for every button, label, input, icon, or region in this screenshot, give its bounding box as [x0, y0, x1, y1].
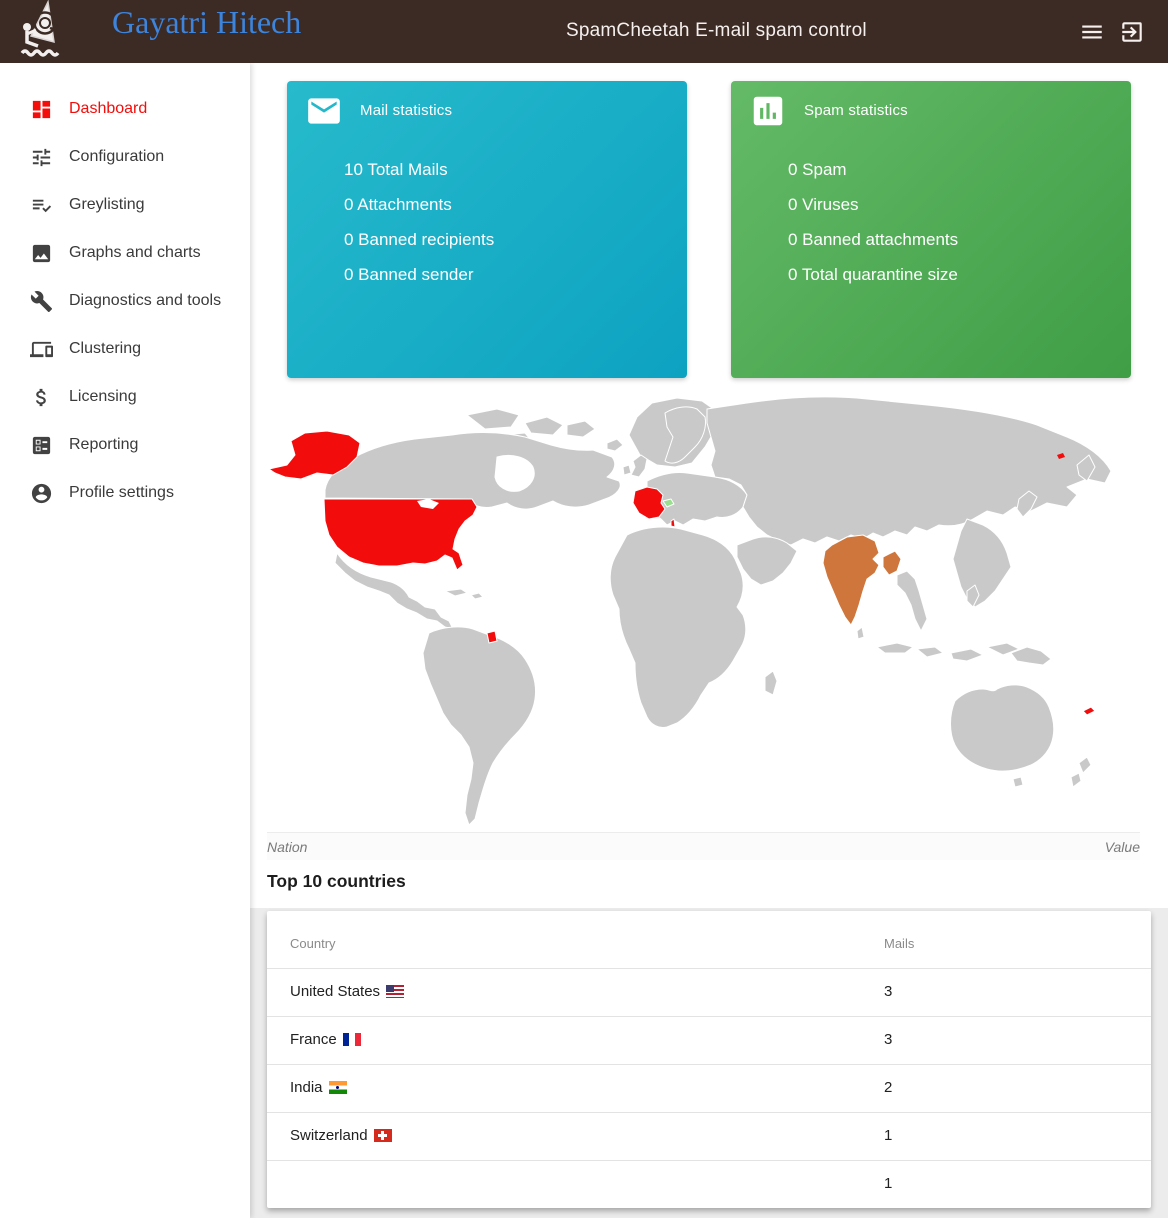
build-icon	[30, 290, 53, 312]
map-country-india[interactable]	[822, 534, 880, 626]
map-country-french-guiana[interactable]	[486, 630, 498, 644]
spam-statistics-card: Spam statistics 0 Spam 0 Viruses 0 Banne…	[731, 81, 1131, 378]
table-row: France 3	[267, 1016, 1151, 1064]
mails-count: 1	[884, 1175, 893, 1192]
india-flag-icon	[328, 1081, 347, 1094]
menu-icon[interactable]	[1079, 19, 1105, 45]
switzerland-flag-icon	[373, 1129, 392, 1142]
sidebar-item-graphs[interactable]: Graphs and charts	[0, 229, 250, 277]
mails-count: 2	[884, 1079, 893, 1096]
map-nation-label: Nation	[267, 839, 308, 855]
mail-statistics-card: Mail statistics 10 Total Mails 0 Attachm…	[287, 81, 687, 378]
map-country-corsica[interactable]	[670, 518, 676, 528]
ballot-icon	[32, 436, 51, 454]
main-content: Mail statistics 10 Total Mails 0 Attachm…	[250, 63, 1168, 1218]
sidebar-item-label: Dashboard	[69, 100, 148, 117]
account-circle-icon	[31, 483, 52, 503]
map-country-usa-alaska[interactable]	[268, 430, 361, 480]
map-country-new-caledonia[interactable]	[1082, 706, 1096, 716]
column-header-mails: Mails	[884, 936, 915, 951]
country-name: Switzerland	[290, 1127, 368, 1144]
map-value-label: Value	[1104, 839, 1140, 855]
table-row: India 2	[267, 1064, 1151, 1112]
image-icon	[32, 244, 51, 262]
stat-banned-sender: 0 Banned sender	[344, 265, 474, 284]
sidebar-item-label: Clustering	[69, 340, 142, 357]
map-country-usa[interactable]	[323, 498, 478, 571]
mails-count: 3	[884, 1031, 893, 1048]
stat-total-mails: 10 Total Mails	[344, 160, 448, 179]
table-row: Switzerland 1	[267, 1112, 1151, 1160]
sidebar-item-configuration[interactable]: Configuration	[0, 133, 250, 181]
brand-title: Gayatri Hitech	[112, 4, 302, 40]
app-header: Gayatri Hitech SpamCheetah E-mail spam c…	[0, 0, 1168, 63]
dollar-icon	[36, 388, 46, 406]
sidebar-item-greylisting[interactable]: Greylisting	[0, 181, 250, 229]
us-flag-icon	[386, 985, 405, 998]
sidebar-nav: Dashboard Configuration Greylisting Grap…	[0, 63, 250, 1218]
stat-viruses: 0 Viruses	[788, 195, 859, 214]
sidebar-item-label: Diagnostics and tools	[69, 292, 222, 309]
dashboard-icon	[32, 100, 51, 118]
sidebar-item-label: Configuration	[69, 148, 165, 165]
mails-count: 1	[884, 1127, 893, 1144]
card-title: Spam statistics	[804, 102, 908, 119]
map-country-france[interactable]	[632, 486, 666, 520]
sidebar-item-clustering[interactable]: Clustering	[0, 325, 250, 373]
map-country-switzerland[interactable]	[662, 498, 675, 508]
sidebar-item-label: Reporting	[69, 436, 139, 453]
column-header-country: Country	[290, 936, 336, 951]
sidebar-item-label: Greylisting	[69, 196, 145, 213]
table-section: Country Mails United States 3 France 3 I…	[250, 908, 1168, 1218]
sidebar-item-dashboard[interactable]: Dashboard	[0, 85, 250, 133]
map-legend-row: Nation Value	[267, 832, 1140, 860]
map-countries[interactable]	[324, 396, 1112, 826]
devices-icon	[30, 341, 53, 357]
mails-count: 3	[884, 983, 893, 1000]
top-countries-table: Country Mails United States 3 France 3 I…	[267, 911, 1151, 1208]
map-us-pacific-islands[interactable]	[1057, 453, 1065, 459]
stat-spam: 0 Spam	[788, 160, 847, 179]
world-map[interactable]	[267, 395, 1140, 832]
sidebar-item-label: Graphs and charts	[69, 244, 201, 261]
tune-icon	[32, 148, 51, 166]
playlist-check-icon	[32, 199, 52, 212]
sidebar-item-label: Profile settings	[69, 484, 174, 501]
sidebar-item-reporting[interactable]: Reporting	[0, 421, 250, 469]
stat-banned-recipients: 0 Banned recipients	[344, 230, 495, 249]
france-flag-icon	[342, 1033, 361, 1046]
exit-to-app-icon[interactable]	[1119, 19, 1145, 45]
table-header-row: Country Mails	[267, 911, 1151, 968]
country-name: India	[290, 1079, 323, 1096]
table-row: United States 3	[267, 968, 1151, 1016]
email-icon	[305, 92, 343, 130]
stat-banned-attachments: 0 Banned attachments	[788, 230, 959, 249]
bar-chart-icon	[749, 92, 787, 130]
sidebar-item-profile[interactable]: Profile settings	[0, 469, 250, 517]
card-title: Mail statistics	[360, 102, 453, 119]
map-country-india-northeast[interactable]	[882, 550, 902, 576]
top-countries-heading: Top 10 countries	[267, 871, 406, 891]
stat-quarantine-size: 0 Total quarantine size	[788, 265, 958, 284]
country-name: United States	[290, 983, 381, 1000]
page-title: SpamCheetah E-mail spam control	[566, 20, 867, 41]
sidebar-item-diagnostics[interactable]: Diagnostics and tools	[0, 277, 250, 325]
country-name: France	[290, 1031, 337, 1048]
sidebar-item-licensing[interactable]: Licensing	[0, 373, 250, 421]
stat-attachments: 0 Attachments	[344, 195, 452, 214]
table-row: 1	[267, 1160, 1151, 1208]
sidebar-item-label: Licensing	[69, 388, 137, 405]
windsurfer-at-logo-icon[interactable]	[18, 0, 66, 58]
